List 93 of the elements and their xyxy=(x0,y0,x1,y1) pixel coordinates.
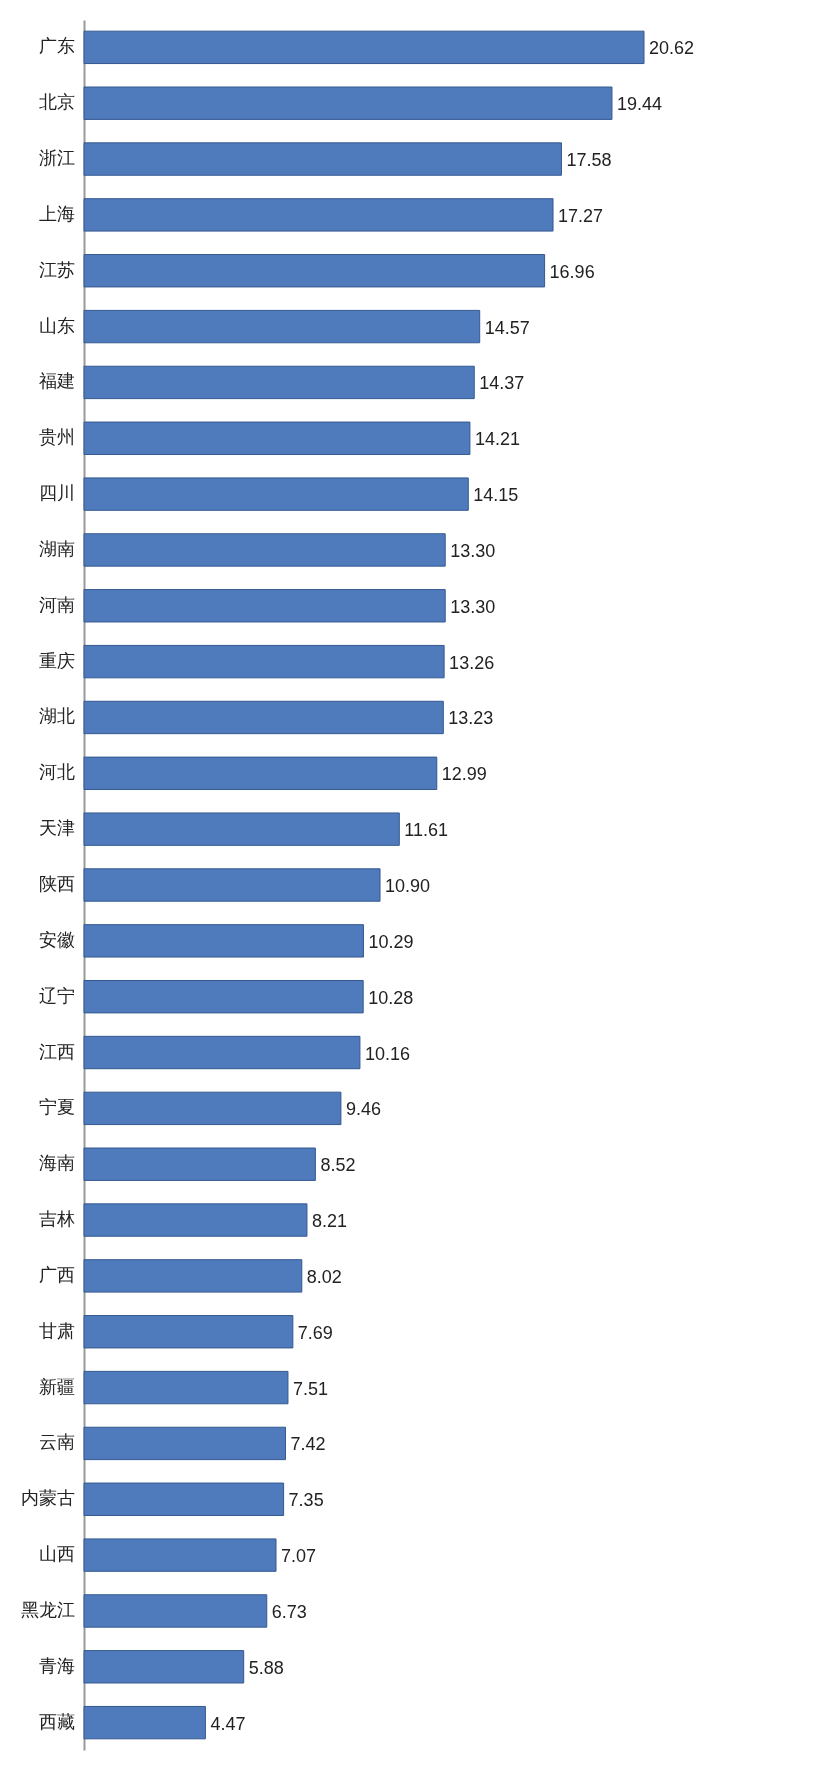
data-label: 13.30 xyxy=(450,540,496,561)
bar xyxy=(83,1705,206,1740)
data-label: 8.21 xyxy=(311,1211,348,1232)
bar xyxy=(83,30,645,65)
data-label: 20.62 xyxy=(649,38,695,59)
data-label: 14.57 xyxy=(484,317,530,338)
data-label: 19.44 xyxy=(616,94,662,115)
y-tick-label: 江西 xyxy=(38,1040,75,1062)
bar xyxy=(83,924,364,958)
y-tick-label: 山西 xyxy=(38,1543,75,1565)
bar xyxy=(83,1315,294,1349)
data-label: 14.21 xyxy=(474,429,520,450)
y-tick-label: 云南 xyxy=(38,1431,75,1453)
y-tick-label: 陕西 xyxy=(38,873,75,894)
bar xyxy=(83,1259,303,1293)
data-label: 10.29 xyxy=(368,931,414,952)
data-label: 12.99 xyxy=(441,764,487,785)
bar xyxy=(83,309,481,344)
y-tick-label: 上海 xyxy=(38,202,75,224)
data-label: 10.90 xyxy=(385,876,431,896)
bar xyxy=(83,1426,287,1461)
data-label: 9.46 xyxy=(345,1099,381,1120)
bar xyxy=(83,1147,316,1181)
y-tick-label: 新疆 xyxy=(38,1375,75,1397)
y-tick-label: 安徽 xyxy=(38,928,75,950)
bar xyxy=(83,198,554,232)
y-tick-label: 浙江 xyxy=(38,147,75,169)
y-tick-label: 重庆 xyxy=(38,649,75,671)
bar xyxy=(83,812,400,846)
bar xyxy=(83,868,381,902)
bar xyxy=(83,1650,245,1684)
bar xyxy=(83,533,446,567)
bar xyxy=(83,756,438,791)
bar xyxy=(83,365,475,400)
bar xyxy=(83,700,444,735)
y-tick-label: 辽宁 xyxy=(38,984,75,1006)
data-label: 5.88 xyxy=(248,1657,284,1678)
y-tick-label: 北京 xyxy=(38,91,75,113)
data-label: 8.52 xyxy=(320,1155,356,1176)
data-label: 7.69 xyxy=(297,1322,333,1343)
y-tick-label: 黑龙江 xyxy=(20,1598,75,1620)
y-tick-label: 山东 xyxy=(38,314,75,336)
bar xyxy=(83,142,562,176)
y-tick-label: 吉林 xyxy=(38,1208,75,1230)
data-label: 7.51 xyxy=(292,1378,328,1399)
y-tick-label: 河北 xyxy=(38,761,75,783)
bar xyxy=(83,477,469,511)
data-label: 17.58 xyxy=(566,150,612,171)
bar xyxy=(83,1203,308,1237)
data-label: 14.15 xyxy=(473,485,519,506)
data-label: 17.27 xyxy=(558,205,604,226)
y-tick-label: 湖南 xyxy=(38,537,75,559)
data-label: 10.16 xyxy=(364,1043,410,1064)
y-tick-label: 贵州 xyxy=(38,426,75,448)
bar xyxy=(83,1370,289,1405)
bar xyxy=(83,644,445,679)
data-label: 16.96 xyxy=(549,261,595,282)
bar xyxy=(83,1482,285,1516)
y-tick-label: 甘肃 xyxy=(38,1319,75,1341)
y-tick-label: 广东 xyxy=(38,35,75,57)
data-label: 11.61 xyxy=(404,820,449,841)
data-label: 10.28 xyxy=(368,987,414,1008)
data-label: 13.26 xyxy=(449,652,495,673)
bar xyxy=(83,1091,342,1126)
y-tick-label: 宁夏 xyxy=(38,1096,75,1118)
data-label: 4.47 xyxy=(210,1713,246,1734)
data-label: 13.23 xyxy=(448,708,494,729)
bar xyxy=(83,1538,277,1572)
data-label: 7.07 xyxy=(281,1546,317,1567)
y-tick-label: 广西 xyxy=(38,1263,75,1285)
bar xyxy=(83,1035,361,1070)
bar xyxy=(83,254,546,288)
y-tick-label: 海南 xyxy=(38,1152,75,1174)
y-tick-label: 河南 xyxy=(38,593,75,615)
y-tick-label: 湖北 xyxy=(38,705,75,727)
y-tick-label: 天津 xyxy=(38,817,75,839)
bar xyxy=(83,421,471,455)
y-tick-label: 江苏 xyxy=(38,258,75,280)
bar xyxy=(83,979,364,1014)
data-label: 8.02 xyxy=(306,1266,342,1287)
bar xyxy=(83,589,446,623)
y-tick-label: 西藏 xyxy=(38,1710,75,1732)
data-label: 6.73 xyxy=(271,1601,307,1622)
y-tick-label: 青海 xyxy=(38,1654,75,1676)
data-label: 7.35 xyxy=(288,1490,324,1511)
bar xyxy=(83,86,613,120)
y-tick-label: 福建 xyxy=(38,370,75,392)
bar xyxy=(83,1594,268,1628)
data-label: 13.30 xyxy=(450,596,496,617)
y-tick-label: 内蒙古 xyxy=(20,1487,75,1509)
data-label: 7.42 xyxy=(290,1434,326,1455)
y-tick-label: 四川 xyxy=(38,482,75,504)
data-label: 14.37 xyxy=(479,373,525,394)
